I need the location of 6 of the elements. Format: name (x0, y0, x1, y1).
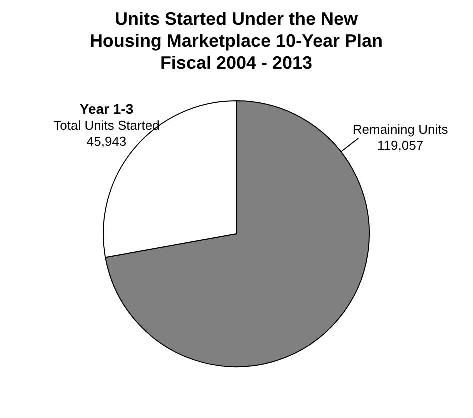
data-label: 119,057 (378, 138, 424, 154)
text: Year 1-3 (80, 101, 134, 118)
slice-label: Total Units Started (54, 118, 160, 133)
slice-label: Remaining Units (352, 122, 449, 138)
data-label: 45,943 (86, 134, 127, 149)
chart-title: Units Started Under the New Housing Marketplace 10-Year Plan Fiscal 2004 - 2013 (88, 8, 384, 74)
